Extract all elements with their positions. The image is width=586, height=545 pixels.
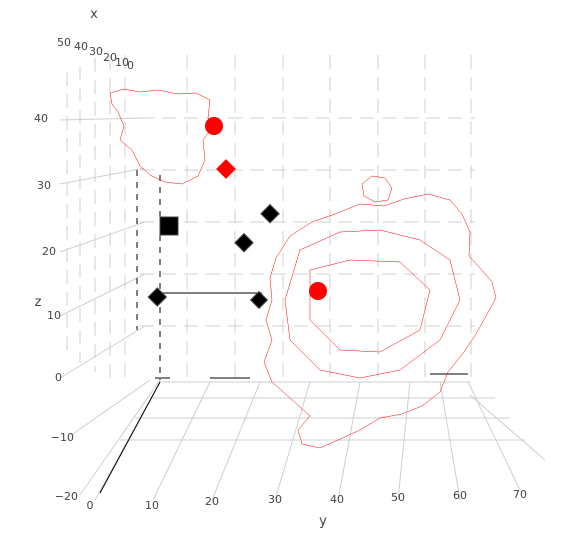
x-tick-labels: 50 40 30 20 10 0 [57,36,134,72]
marker-red-circle-1 [205,117,223,135]
x-tick-1: 40 [74,40,88,53]
y-tick-4: 40 [330,493,344,506]
marker-red-circle-2 [309,282,327,300]
z-tick-3: 10 [47,309,61,322]
x-tick-2: 30 [89,45,103,58]
marker-black-square [159,216,179,236]
markers [147,117,327,310]
y-tick-7: 70 [513,488,527,501]
z-tick-labels: 40 30 20 10 0 −10 −20 [34,112,78,503]
z-tick-0: 40 [34,112,48,125]
surface-small-top [361,175,393,203]
y-tick-1: 10 [145,499,159,512]
y-tick-labels: 0 10 20 30 40 50 60 70 [87,488,528,512]
x-tick-3: 20 [103,51,117,64]
surface-upper-left [109,88,213,185]
z-tick-1: 30 [37,179,51,192]
x-axis-title: x [90,7,98,22]
z-tick-4: 0 [55,371,62,384]
mesh-surfaces [109,88,497,449]
x-tick-0: 50 [57,36,71,49]
y-tick-2: 20 [205,495,219,508]
z-tick-2: 20 [42,245,56,258]
grid-lines [59,55,546,501]
y-tick-6: 60 [453,489,467,502]
axis-titles: x y z [35,7,328,529]
z-tick-5: −10 [51,431,74,444]
y-tick-3: 30 [268,493,282,506]
z-tick-6: −20 [55,490,78,503]
surface-large-right [263,193,497,449]
y-tick-0: 0 [87,499,94,512]
x-tick-4: 10 [115,56,129,69]
z-axis-title: z [35,295,42,310]
marker-red-diamond-1 [216,159,236,179]
zero-lines [99,170,468,494]
marker-black-diamond-2 [234,232,254,253]
x-tick-5: 0 [127,59,134,72]
marker-black-diamond-3 [147,287,168,307]
y-tick-5: 50 [391,491,405,504]
y-axis-title: y [319,514,327,529]
marker-black-diamond-4 [249,290,269,310]
marker-black-diamond-1 [260,203,280,224]
